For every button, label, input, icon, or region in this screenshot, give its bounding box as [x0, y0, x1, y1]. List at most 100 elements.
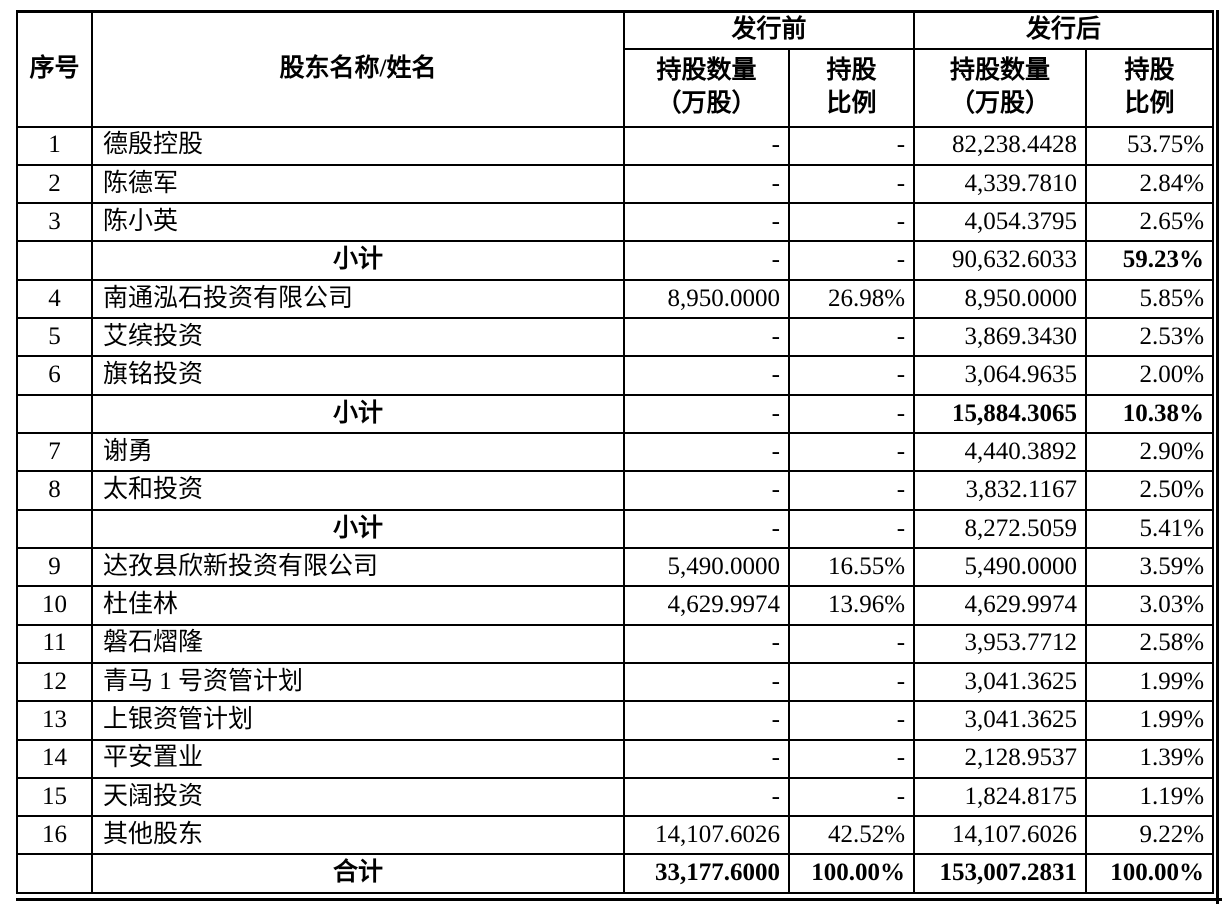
cell-post-qty: 3,041.3625: [913, 661, 1088, 703]
cell-no: 4: [16, 278, 93, 320]
cell-post-qty: 2,128.9537: [913, 738, 1088, 779]
table-row: 8 太和投资 - -3,832.1167 2.50%: [16, 470, 1215, 511]
cell-pre-qty: -: [623, 470, 790, 511]
cell-post-qty: 15,884.3065: [913, 393, 1088, 435]
cell-post-qty: 3,832.1167: [913, 470, 1088, 511]
cell-post-pct: 2.90%: [1085, 431, 1215, 473]
table-row: 2 陈德军 - -4,339.7810 2.84%: [16, 163, 1215, 205]
table-row: 14 平安置业 - -2,128.9537 1.39%: [16, 738, 1215, 779]
cell-name: 上银资管计划: [91, 700, 625, 741]
cell-pre-pct: 13.96%: [787, 585, 916, 626]
cell-no: 13: [16, 700, 93, 741]
header-row-groups: 序号 股东名称/姓名 发行前 发行后: [16, 10, 1215, 128]
cell-post-pct: 1.39%: [1085, 738, 1215, 779]
cell-pre-qty: 4,629.9974: [623, 585, 790, 626]
cell-pre-pct: -: [787, 240, 916, 281]
cell-no: 3: [16, 202, 93, 243]
col-group-post-issue: 发行后: [913, 10, 1215, 50]
cell-no: 1: [16, 125, 93, 166]
cell-pre-pct: 100.00%: [787, 853, 916, 894]
cell-name: 小计: [91, 240, 625, 281]
table-row: 10 杜佳林 4,629.9974 13.96% 4,629.9974 3.03%: [16, 585, 1215, 626]
cell-post-qty: 1,824.8175: [913, 776, 1088, 818]
cell-name: 杜佳林: [91, 585, 625, 626]
table-row: 15 天阔投资 - -1,824.8175 1.19%: [16, 776, 1215, 818]
cell-post-pct: 2.50%: [1085, 470, 1215, 511]
cell-post-pct: 3.03%: [1085, 585, 1215, 626]
cell-no: [16, 393, 93, 435]
cell-pre-pct: 16.55%: [787, 546, 916, 588]
cell-post-pct: 2.84%: [1085, 163, 1215, 205]
cell-name: 小计: [91, 393, 625, 435]
cell-name: 艾缤投资: [91, 317, 625, 358]
cell-name: 陈小英: [91, 202, 625, 243]
cell-pre-pct: -: [787, 202, 916, 243]
cell-name: 太和投资: [91, 470, 625, 511]
cell-pre-qty: 5,490.0000: [623, 546, 790, 588]
cell-no: 9: [16, 546, 93, 588]
cell-name: 其他股东: [91, 815, 625, 856]
table-header: 序号 股东名称/姓名 发行前 发行后 持股数量 （万股） 持股 比例 持股数量 …: [16, 10, 1215, 128]
col-header-post-ratio: 持股 比例: [1085, 47, 1215, 128]
cell-name: 青马 1 号资管计划: [91, 661, 625, 703]
header-row-subcolumns: 持股数量 （万股） 持股 比例 持股数量 （万股） 持股 比例: [17, 47, 1215, 128]
cell-pre-pct: -: [787, 623, 916, 664]
cell-post-pct: 9.22%: [1085, 815, 1215, 856]
cell-pre-qty: -: [623, 776, 790, 818]
cell-pre-qty: 14,107.6026: [623, 815, 790, 856]
cell-name: 平安置业: [91, 738, 625, 779]
cell-post-qty: 153,007.2831: [913, 853, 1088, 894]
cell-name: 德殷控股: [91, 125, 625, 166]
cell-post-qty: 3,041.3625: [913, 700, 1088, 741]
cell-post-qty: 5,490.0000: [913, 546, 1088, 588]
cell-post-pct: 100.00%: [1085, 853, 1215, 894]
cell-pre-qty: -: [623, 355, 790, 396]
table-row: 4 南通泓石投资有限公司 8,950.0000 26.98% 8,950.0000 5.8…: [16, 278, 1215, 320]
cell-pre-qty: -: [623, 508, 790, 549]
cell-no: 2: [16, 163, 93, 205]
table-row: 11 磐石熠隆 - -3,953.7712 2.58%: [16, 623, 1215, 664]
cell-pre-qty: 33,177.6000: [623, 853, 790, 894]
cell-post-qty: 90,632.6033: [913, 240, 1088, 281]
cell-name: 合计: [91, 853, 625, 894]
table-row: 1 德殷控股 - -82,238.4428 53.75%: [16, 125, 1215, 166]
cell-name: 小计: [91, 508, 625, 549]
table-row: 7 谢勇 - -4,440.3892 2.90%: [16, 431, 1215, 473]
col-header-shareholder-name: 股东名称/姓名: [91, 10, 625, 128]
cell-post-pct: 10.38%: [1085, 393, 1215, 435]
cell-pre-pct: -: [787, 393, 916, 435]
cell-no: 11: [16, 623, 93, 664]
cell-pre-pct: -: [787, 470, 916, 511]
table-row: 12 青马 1 号资管计划 - -3,041.3625 1.99%: [16, 661, 1215, 703]
cell-pre-qty: -: [623, 431, 790, 473]
cell-post-qty: 14,107.6026: [913, 815, 1088, 856]
cell-no: [16, 240, 93, 281]
cell-post-qty: 3,953.7712: [913, 623, 1088, 664]
cell-pre-qty: -: [623, 125, 790, 166]
cell-post-pct: 1.19%: [1085, 776, 1215, 818]
cell-no: 5: [16, 317, 93, 358]
cell-pre-pct: -: [787, 776, 916, 818]
cell-pre-qty: -: [623, 393, 790, 435]
cell-post-pct: 53.75%: [1085, 125, 1215, 166]
cell-post-pct: 1.99%: [1085, 661, 1215, 703]
shareholder-table: 序号 股东名称/姓名 发行前 发行后 持股数量 （万股） 持股 比例 持股数量 …: [16, 10, 1215, 894]
cell-pre-qty: -: [623, 700, 790, 741]
cell-post-qty: 8,272.5059: [913, 508, 1088, 549]
cell-post-qty: 82,238.4428: [913, 125, 1088, 166]
cell-name: 天阔投资: [91, 776, 625, 818]
cell-no: [16, 508, 93, 549]
table-row: 13 上银资管计划 - -3,041.3625 1.99%: [16, 700, 1215, 741]
cell-post-qty: 4,054.3795: [913, 202, 1088, 243]
cell-post-qty: 8,950.0000: [913, 278, 1088, 320]
cell-post-qty: 4,440.3892: [913, 431, 1088, 473]
cell-pre-pct: -: [787, 125, 916, 166]
cell-no: [16, 853, 93, 894]
cell-post-qty: 4,339.7810: [913, 163, 1088, 205]
cell-pre-pct: 42.52%: [787, 815, 916, 856]
col-header-post-quantity: 持股数量 （万股）: [913, 47, 1088, 128]
cell-pre-qty: -: [623, 623, 790, 664]
table-row: 16 其他股东 14,107.6026 42.52% 14,107.6026 9.22%: [16, 815, 1215, 856]
cell-post-pct: 1.99%: [1085, 700, 1215, 741]
